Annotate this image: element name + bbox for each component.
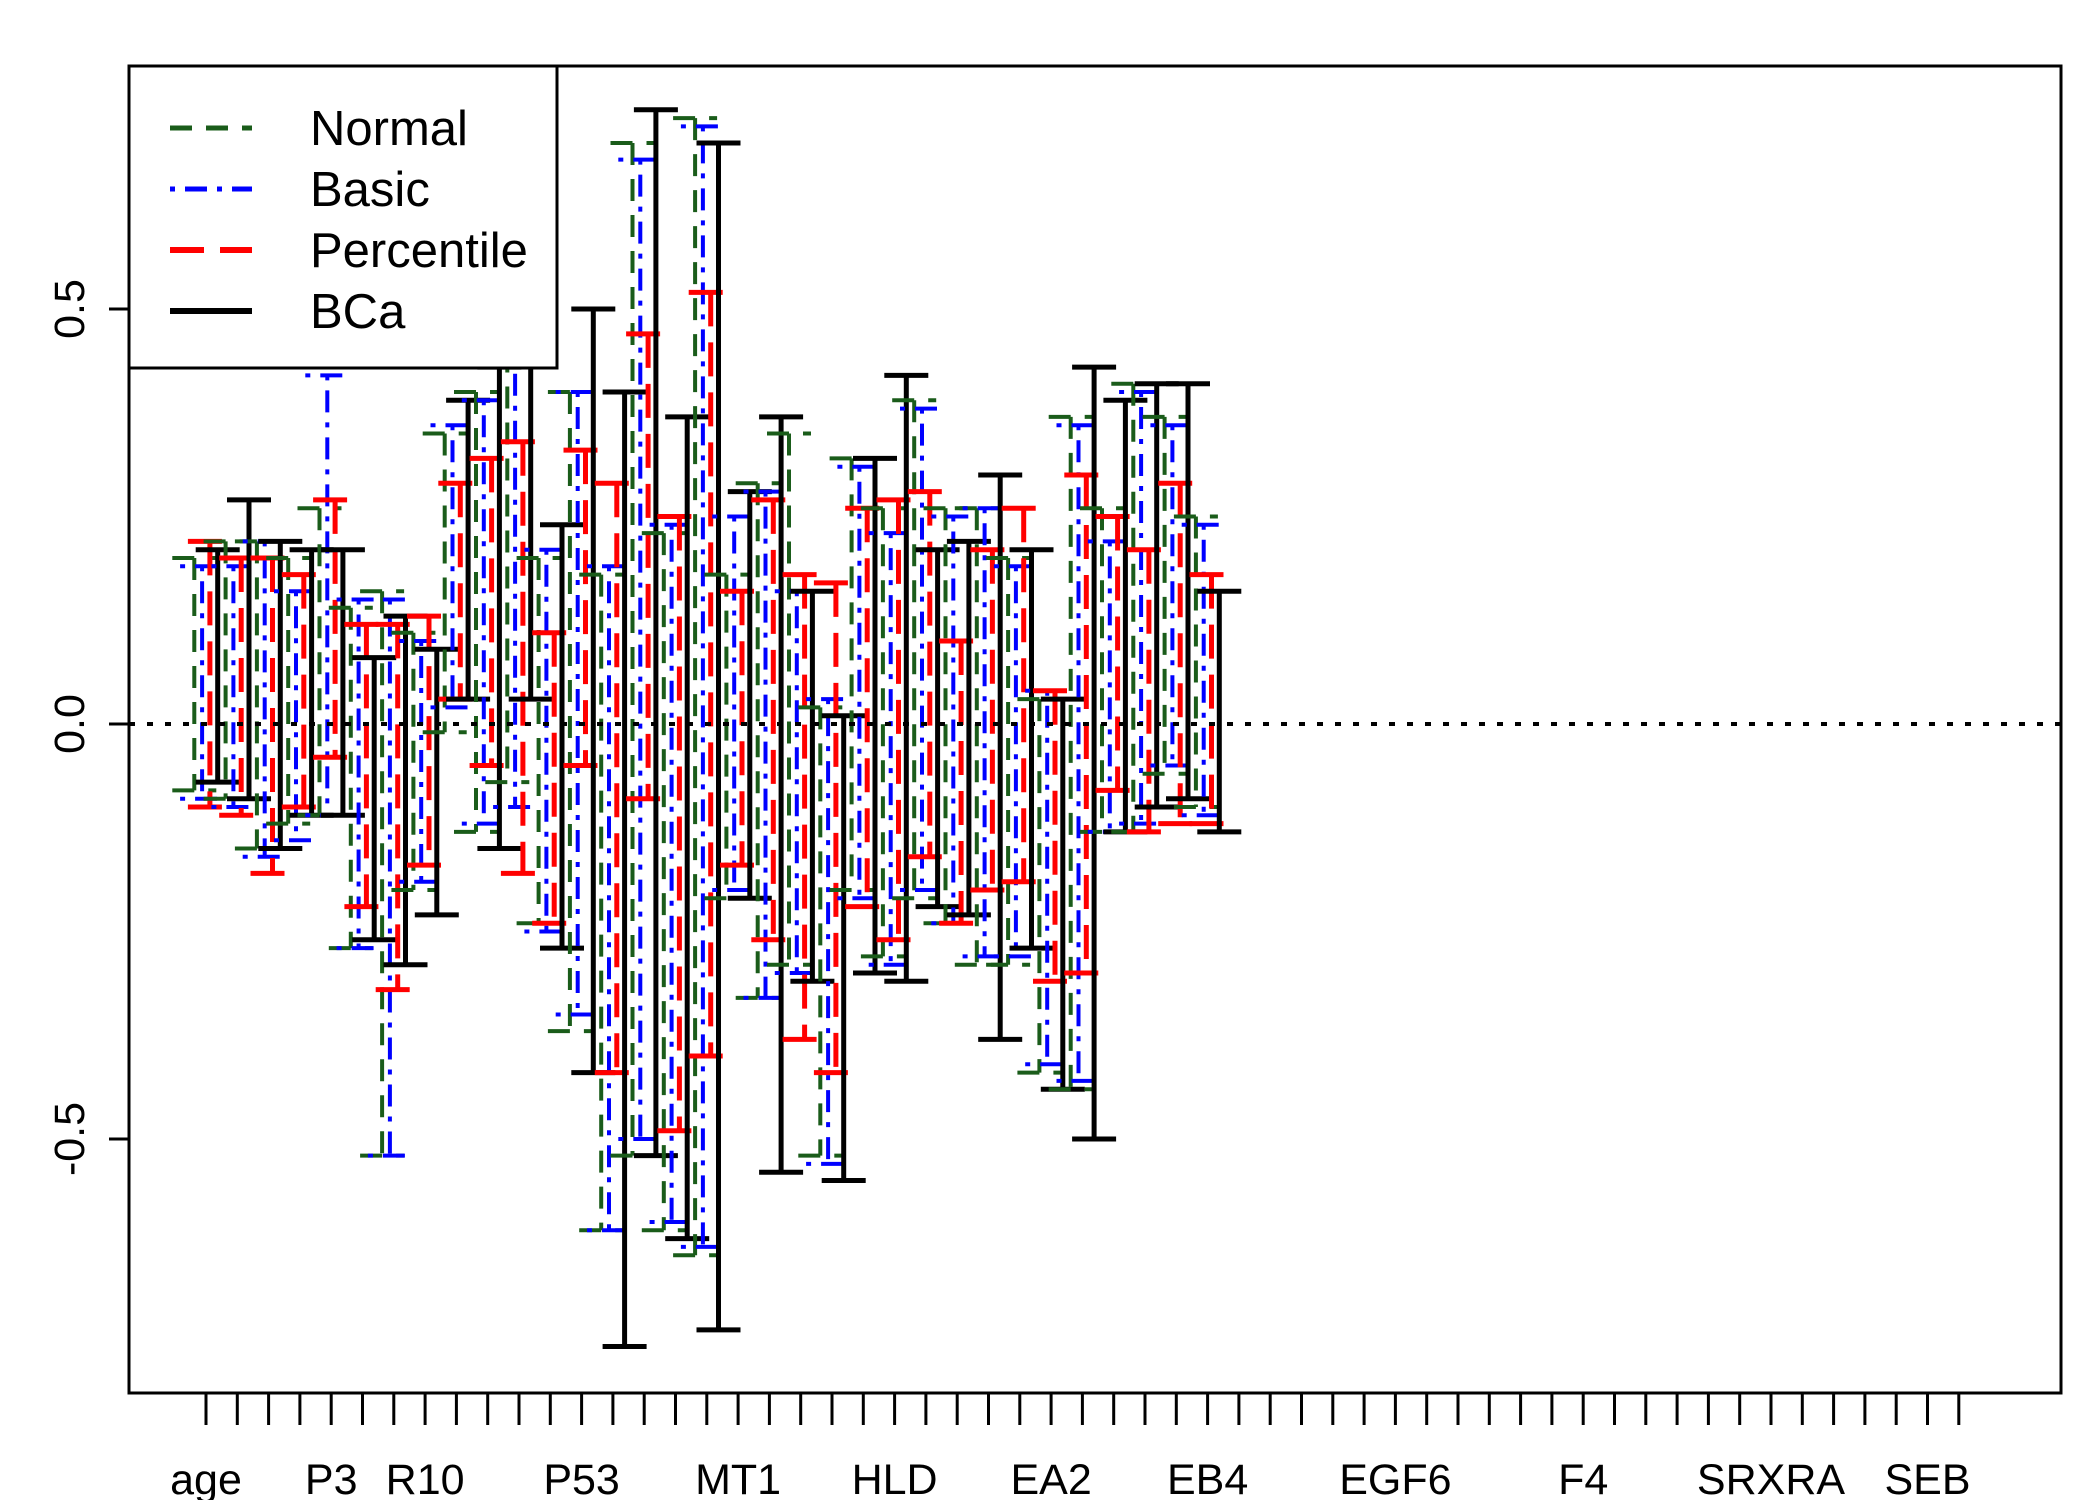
error-bar-23-bca (884, 372, 929, 984)
legend-label-bca: BCa (310, 285, 406, 339)
error-bar-32-percentile (1158, 480, 1203, 827)
error-bar-24-percentile (907, 489, 952, 860)
y-tick-label: 0.5 (46, 279, 94, 339)
error-bar-16-percentile (657, 514, 702, 1134)
error-bar-11-percentile (500, 439, 545, 876)
error-bar-22-bca (853, 455, 897, 976)
error-bar-26-bca (978, 472, 1023, 1042)
error-bar-7-percentile (375, 621, 420, 993)
error-bar-6-bca (352, 655, 397, 943)
error-bar-10-normal (454, 390, 498, 834)
error-bar-32-bca (1166, 381, 1210, 802)
error-bar-28-percentile (1033, 688, 1077, 984)
x-tick-label: SEB (1884, 1456, 1970, 1500)
error-bar-29-percentile (1064, 472, 1109, 976)
error-bar-4-normal (266, 556, 311, 826)
error-bar-6-percentile (344, 621, 389, 910)
x-tick-label: HLD (852, 1456, 938, 1500)
error-bar-21-percentile (813, 580, 858, 1076)
error-bar-20-percentile (782, 572, 827, 1042)
error-bar-12-bca (540, 522, 584, 951)
error-bar-24-normal (892, 398, 937, 901)
error-bar-5-percentile (313, 497, 358, 760)
error-bar-23-percentile (876, 497, 921, 943)
error-bar-20-normal (767, 431, 811, 967)
error-bar-3-bca (258, 538, 303, 851)
error-bar-29-normal (1048, 414, 1093, 1092)
error-bar-6-basic (336, 597, 381, 951)
x-tick-label: F4 (1558, 1456, 1608, 1500)
error-bar-14-bca (602, 389, 647, 1349)
error-bar-25-percentile (939, 638, 984, 926)
legend-label-percentile: Percentile (310, 224, 528, 278)
y-tick-label: 0.0 (46, 694, 94, 754)
error-bar-33-bca (1197, 588, 1242, 835)
legend-label-basic: Basic (310, 163, 430, 217)
error-bar-18-percentile (720, 588, 764, 868)
error-bar-10-percentile (469, 455, 514, 768)
x-tick-label: MT1 (695, 1456, 781, 1500)
error-bars (172, 107, 1242, 1349)
error-bar-27-bca (1009, 547, 1054, 951)
x-tick-label: R10 (386, 1456, 465, 1500)
error-bar-21-bca (821, 713, 866, 1183)
legend: Normal Basic Percentile BCa (127, 64, 559, 370)
error-bar-31-percentile (1126, 547, 1171, 835)
error-bar-2-percentile (219, 555, 264, 818)
x-tick-label: EA2 (1010, 1456, 1091, 1500)
x-tick-label: age (170, 1456, 242, 1500)
error-bar-8-percentile (407, 613, 451, 868)
plot-frame (127, 64, 2063, 1395)
error-bar-12-percentile (532, 630, 577, 926)
error-bar-26-percentile (970, 547, 1015, 893)
error-bar-17-normal (673, 116, 718, 1258)
error-bar-27-percentile (1001, 505, 1046, 885)
error-bar-32-normal (1142, 414, 1187, 776)
error-bar-29-bca (1072, 364, 1117, 1142)
error-bar-30-percentile (1095, 514, 1140, 793)
x-tick-label: P53 (543, 1456, 620, 1500)
x-tick-label: P3 (305, 1456, 358, 1500)
x-tick-label: EB4 (1167, 1456, 1248, 1500)
error-bar-33-percentile (1189, 572, 1234, 827)
error-bar-17-percentile (688, 289, 733, 1059)
x-axis: age P3 R10 P53 MT1 HLD EA2 EB4 EGF6 F4 SRXRA SEB (170, 1393, 1971, 1500)
legend-box (127, 64, 559, 370)
error-bar-14-percentile (594, 480, 639, 1076)
x-tick-label: EGF6 (1339, 1456, 1451, 1500)
error-bar-19-percentile (751, 497, 796, 943)
x-tick-label: SRXRA (1697, 1456, 1845, 1500)
y-tick-label: -0.5 (46, 1102, 94, 1176)
error-bar-19-bca (759, 414, 804, 1175)
legend-label-normal: Normal (310, 102, 468, 156)
error-bar-17-bca (696, 140, 741, 1333)
error-bar-15-percentile (626, 331, 671, 802)
error-bar-27-normal (986, 556, 1031, 967)
error-bar-4-percentile (281, 572, 326, 810)
error-bar-7-basic (367, 597, 412, 1158)
y-axis: -0.5 0.0 0.5 (46, 279, 129, 1176)
error-bar-13-percentile (563, 447, 608, 768)
